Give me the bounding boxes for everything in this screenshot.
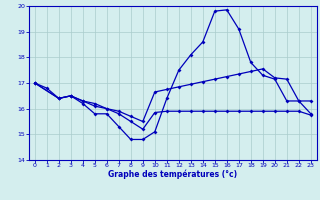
- X-axis label: Graphe des températures (°c): Graphe des températures (°c): [108, 170, 237, 179]
